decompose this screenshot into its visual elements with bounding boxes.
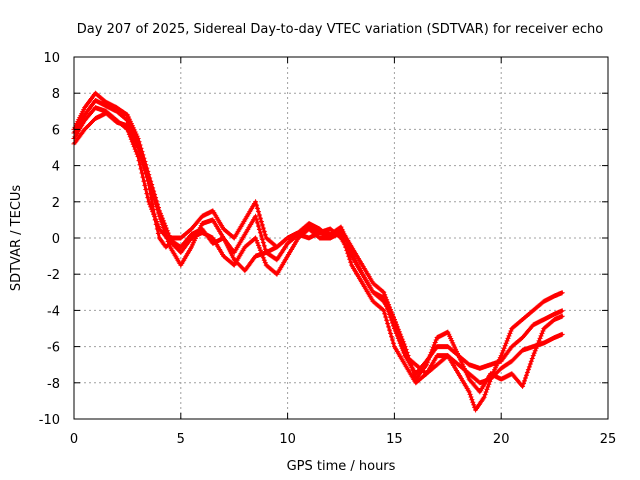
y-tick-label: 2 <box>52 196 60 211</box>
axis-ticks: 0 5 10 15 20 25 -10 -8 -6 -4 -2 0 2 4 6 8 10 <box>39 51 617 447</box>
x-tick-label: 20 <box>493 432 510 447</box>
y-tick-label: -10 <box>39 413 60 428</box>
x-tick-label: 15 <box>386 432 403 447</box>
y-axis-label: SDTVAR / TECUs <box>9 185 24 292</box>
series-point-markers <box>71 97 565 395</box>
series-point-markers <box>71 105 565 386</box>
series-line <box>72 106 564 385</box>
series-track-3 <box>71 105 565 386</box>
data-series <box>71 90 565 413</box>
series-track-4 <box>71 97 565 395</box>
y-tick-label: -8 <box>47 377 60 392</box>
y-tick-label: -6 <box>47 341 60 356</box>
y-tick-label: 8 <box>52 87 60 102</box>
y-tick-label: 6 <box>52 123 60 138</box>
x-tick-label: 0 <box>70 432 78 447</box>
chart-title: Day 207 of 2025, Sidereal Day-to-day VTE… <box>77 22 604 37</box>
x-tick-label: 25 <box>600 432 617 447</box>
x-axis-label: GPS time / hours <box>287 459 396 474</box>
y-tick-label: 0 <box>52 232 60 247</box>
y-tick-label: 10 <box>43 51 60 66</box>
series-line <box>72 98 564 394</box>
y-tick-label: -4 <box>47 304 60 319</box>
y-tick-label: -2 <box>47 268 60 283</box>
x-tick-label: 5 <box>177 432 185 447</box>
x-tick-label: 10 <box>279 432 296 447</box>
y-tick-label: 4 <box>52 160 60 175</box>
